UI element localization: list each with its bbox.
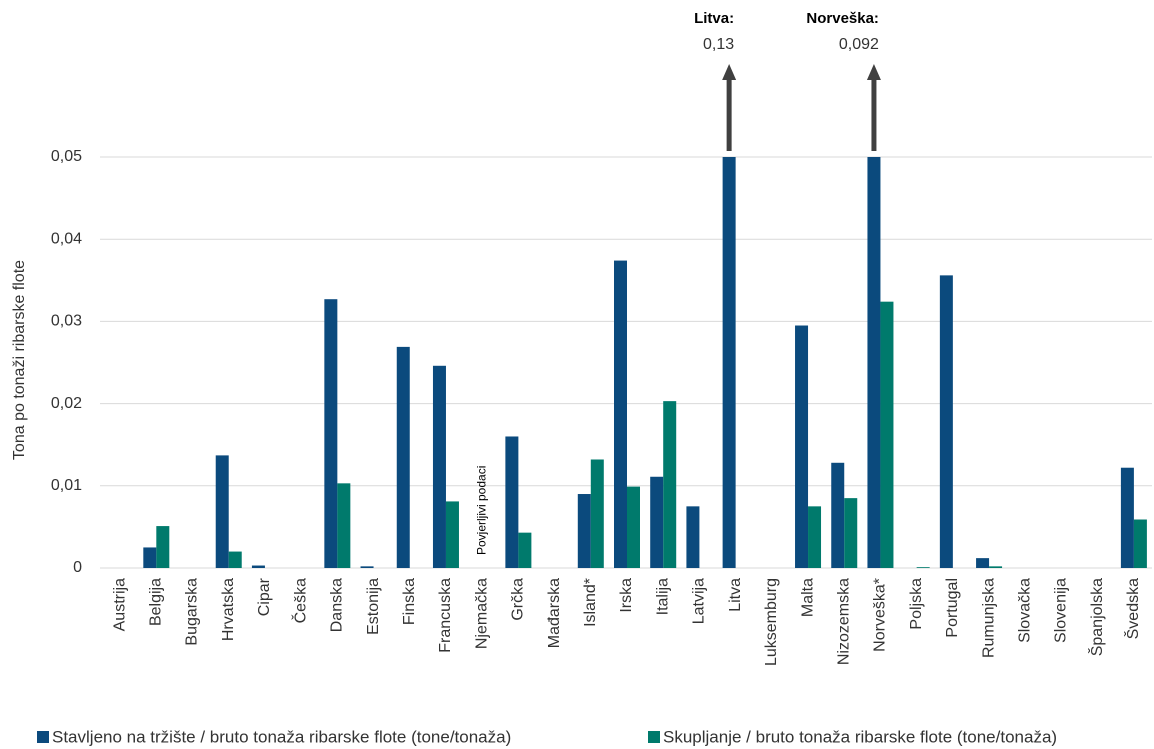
bar <box>360 566 374 568</box>
x-tick-label: Malta <box>799 578 816 617</box>
x-tick-label: Norveška* <box>872 578 889 652</box>
legend-swatch <box>37 731 49 743</box>
bar <box>505 436 519 568</box>
x-tick-label: Njemačka <box>473 578 490 649</box>
x-tick-label: Finska <box>401 578 418 625</box>
category-note: Povjerljivi podaci <box>474 466 488 555</box>
bar <box>445 501 459 568</box>
bar <box>686 506 700 568</box>
bar <box>337 483 351 568</box>
x-tick-label: Grčka <box>510 578 527 621</box>
bar <box>614 260 627 568</box>
y-tick-label: 0 <box>73 559 82 576</box>
bar <box>1133 519 1147 568</box>
legend-label: Stavljeno na tržište / bruto tonaža riba… <box>52 727 511 746</box>
bar <box>831 462 845 568</box>
x-tick-label: Slovenija <box>1053 578 1070 643</box>
x-tick-label: Irska <box>618 578 635 613</box>
x-tick-label: Poljska <box>908 578 925 630</box>
legend-swatch <box>648 731 660 743</box>
x-tick-label: Češka <box>290 578 309 623</box>
bar <box>324 299 338 568</box>
x-tick-label: Švedska <box>1123 578 1142 639</box>
x-tick-label: Hrvatska <box>220 578 237 641</box>
x-tick-label: Rumunjska <box>980 578 997 658</box>
x-tick-label: Litva <box>727 578 744 612</box>
plot-area <box>143 157 1147 568</box>
bar <box>663 401 677 568</box>
x-tick-label: Bugarska <box>184 578 201 646</box>
callout-value: 0,13 <box>703 36 734 53</box>
callout-title: Norveška: <box>806 10 879 27</box>
bar <box>808 506 822 568</box>
bar <box>627 486 640 568</box>
bar <box>722 157 736 568</box>
x-tick-label: Austrija <box>111 578 128 631</box>
y-tick-label: 0,03 <box>51 313 82 330</box>
x-tick-label: Slovačka <box>1016 578 1033 643</box>
bar <box>228 551 242 568</box>
callout-value: 0,092 <box>839 36 879 53</box>
x-tick-label: Italija <box>654 578 671 615</box>
bar <box>939 275 953 568</box>
callout-title: Litva: <box>694 10 734 27</box>
bar <box>143 547 157 568</box>
bar <box>650 476 664 568</box>
y-tick-label: 0,04 <box>51 230 82 247</box>
x-tick-label: Island* <box>582 578 599 627</box>
x-tick-label: Cipar <box>256 577 273 616</box>
bar <box>880 301 894 568</box>
callout-arrowhead <box>866 64 881 80</box>
bar <box>396 346 410 568</box>
bar <box>1120 467 1134 568</box>
y-axis-title: Tona po tonaži ribarske flote <box>11 260 28 460</box>
x-tick-label: Francuska <box>437 578 454 653</box>
bar <box>795 325 809 568</box>
callout-arrowhead <box>722 64 737 80</box>
bar <box>844 498 858 568</box>
bar <box>976 558 990 568</box>
x-tick-label: Španjolska <box>1087 578 1106 656</box>
x-tick-label: Mađarska <box>546 578 563 648</box>
x-tick-label: Danska <box>329 578 346 632</box>
x-tick-label: Luksemburg <box>763 578 780 666</box>
x-tick-label: Belgija <box>148 578 165 626</box>
bar <box>916 567 930 568</box>
x-tick-label: Portugal <box>944 578 961 638</box>
bar <box>989 566 1003 568</box>
y-tick-label: 0,02 <box>51 395 82 412</box>
legend-label: Skupljanje / bruto tonaža ribarske flote… <box>663 727 1057 746</box>
x-tick-label: Nizozemska <box>835 578 852 665</box>
bar <box>156 526 170 568</box>
bar <box>432 365 446 568</box>
bar <box>215 455 229 568</box>
x-tick-label: Latvija <box>691 578 708 624</box>
y-tick-label: 0,05 <box>51 148 82 165</box>
y-tick-label: 0,01 <box>51 477 82 494</box>
bar <box>518 532 532 568</box>
bar <box>590 459 604 568</box>
bar <box>867 157 881 568</box>
x-tick-label: Estonija <box>365 578 382 635</box>
bar <box>577 494 591 568</box>
bar <box>251 565 265 568</box>
